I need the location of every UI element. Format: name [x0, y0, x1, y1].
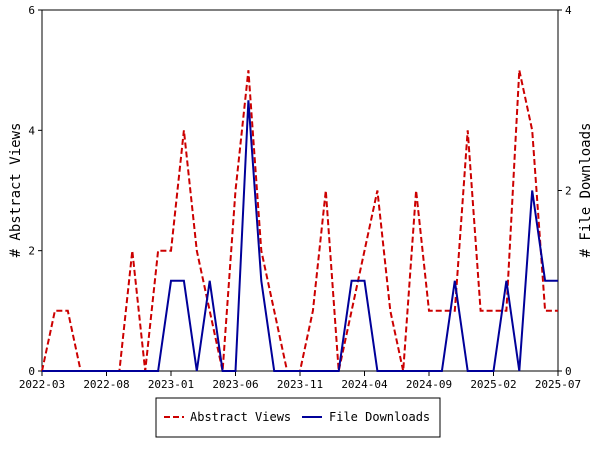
y-tick-label: 2	[28, 245, 35, 258]
x-tick-label: 2024-04	[341, 378, 388, 391]
x-tick-label: 2024-09	[406, 378, 452, 391]
y2-tick-label: 0	[565, 365, 572, 378]
x-tick-label: 2025-07	[535, 378, 581, 391]
y-tick-label: 4	[28, 124, 35, 137]
x-tick-label: 2023-11	[277, 378, 323, 391]
x-tick-label: 2022-08	[83, 378, 129, 391]
x-tick-label: 2023-01	[148, 378, 194, 391]
x-tick-label: 2023-06	[212, 378, 258, 391]
x-tick-label: 2025-02	[470, 378, 516, 391]
y-tick-label: 6	[28, 4, 35, 17]
legend: Abstract Views File Downloads	[155, 397, 441, 438]
legend-box	[155, 397, 441, 438]
y-axis-ticks: 0 2 4 6	[28, 4, 42, 378]
x-tick-label: 2022-03	[19, 378, 65, 391]
y-tick-label: 0	[28, 365, 35, 378]
y2-axis-title: # File Downloads	[578, 123, 594, 258]
series-layer	[41, 69, 558, 372]
legend-label-abstract-views: Abstract Views	[190, 410, 291, 424]
y2-tick-label: 2	[565, 185, 572, 198]
plot-area	[41, 9, 559, 372]
legend-label-file-downloads: File Downloads	[329, 410, 430, 424]
series-line-file-downloads	[42, 100, 558, 372]
x-axis-ticks: 2022-03 2022-08 2023-01 2023-06 2023-11 2024-…	[19, 371, 581, 391]
y2-tick-label: 4	[565, 4, 572, 17]
y-axis-title: # Abstract Views	[8, 123, 24, 258]
y2-axis-ticks: 0 2 4	[558, 4, 572, 378]
